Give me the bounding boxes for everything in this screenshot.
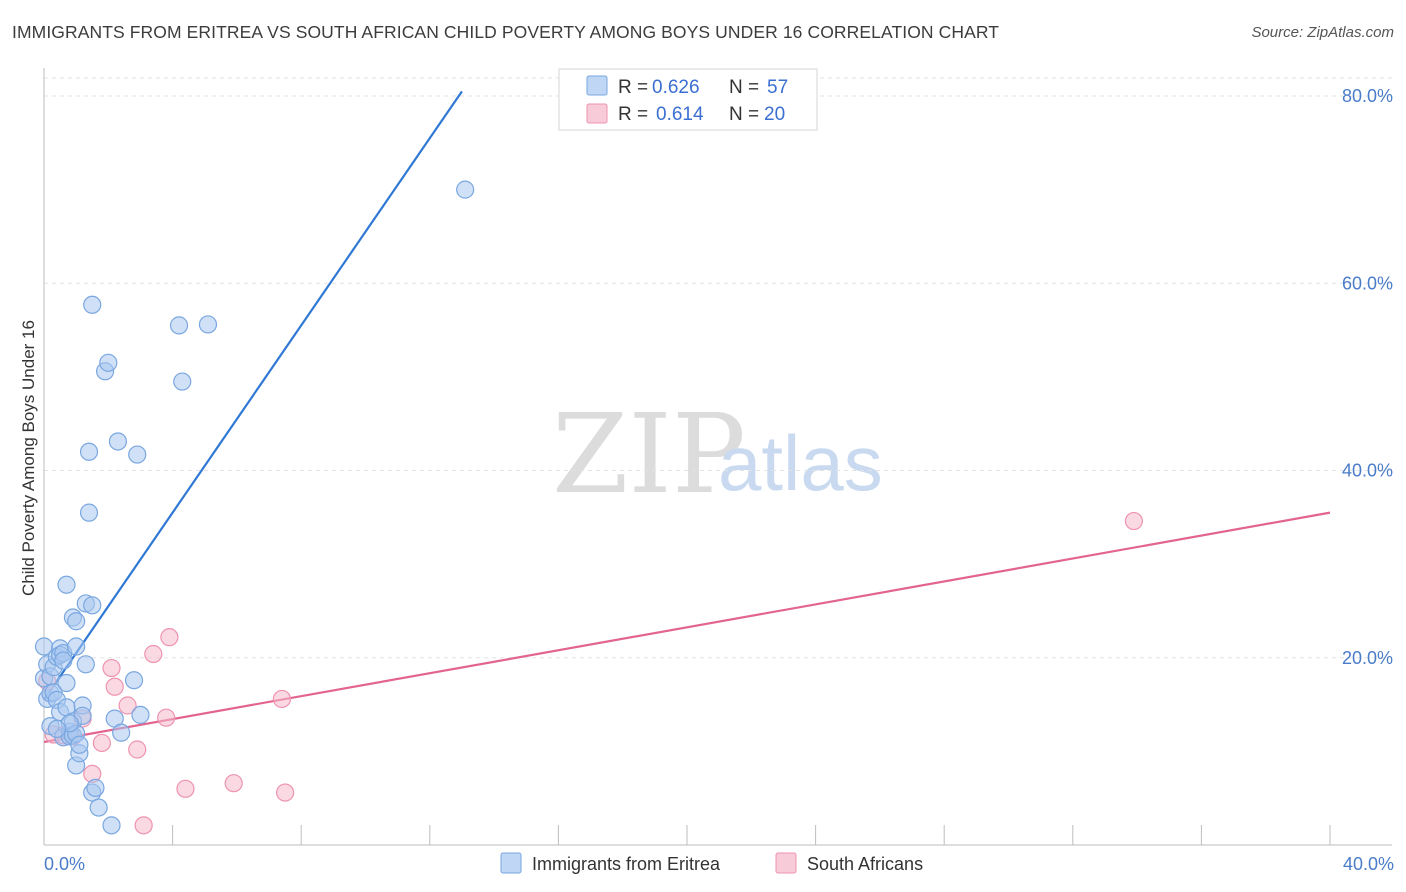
data-point-series-2-14 xyxy=(176,779,195,798)
data-point-series-2-15 xyxy=(224,774,243,793)
bottom-legend: Immigrants from Eritrea South Africans xyxy=(500,852,923,874)
trend-line-series-1 xyxy=(43,90,463,701)
data-point-series-1-40 xyxy=(86,778,105,797)
data-point-series-1-17 xyxy=(57,673,76,693)
data-point-series-1-56 xyxy=(47,719,66,739)
bottom-legend-label-south-africans: South Africans xyxy=(807,854,923,874)
watermark-atlas: atlas xyxy=(718,419,883,507)
data-point-series-2-8 xyxy=(118,696,137,715)
legend-r-value-1: 0.626 xyxy=(652,77,700,98)
x-tick-label-max: 40.0% xyxy=(1343,854,1394,874)
source-label: Source: ZipAtlas.com xyxy=(1251,24,1394,41)
chart-title: IMMIGRANTS FROM ERITREA VS SOUTH AFRICAN… xyxy=(12,22,1000,42)
axis-layer xyxy=(43,68,1392,846)
x-tick-label-min: 0.0% xyxy=(44,854,85,874)
data-point-series-2-5 xyxy=(92,733,111,753)
data-point-series-2-9 xyxy=(128,740,147,759)
legend-swatch-south-africans xyxy=(586,103,608,124)
legend-r-label-2: R = xyxy=(618,104,648,125)
data-point-series-2-10 xyxy=(134,816,153,835)
data-point-series-2-7 xyxy=(105,677,124,696)
data-point-series-1-18 xyxy=(57,575,76,594)
data-point-series-1-41 xyxy=(89,798,108,817)
data-point-series-1-30 xyxy=(70,735,89,754)
bottom-legend-swatch-eritrea xyxy=(500,852,522,874)
points-layer xyxy=(34,180,1143,835)
data-point-series-1-53 xyxy=(198,315,218,334)
data-point-series-1-37 xyxy=(83,596,102,615)
data-point-series-1-49 xyxy=(128,445,147,464)
legend-swatch-eritrea xyxy=(586,75,608,96)
grid-layer xyxy=(44,77,1392,659)
legend-n-value-2: 20 xyxy=(764,104,785,125)
data-point-series-1-52 xyxy=(173,372,192,391)
data-point-series-1-25 xyxy=(67,612,86,631)
y-tick-label-20: 20.0% xyxy=(1342,648,1393,668)
data-point-series-1-47 xyxy=(112,723,131,742)
data-point-series-2-6 xyxy=(102,658,121,678)
data-point-series-1-48 xyxy=(124,671,144,690)
data-point-series-2-12 xyxy=(157,708,176,727)
trend-line-series-2 xyxy=(43,511,1331,744)
data-point-series-2-17 xyxy=(276,783,295,802)
data-point-series-1-38 xyxy=(83,295,102,314)
bottom-legend-swatch-south-africans xyxy=(775,852,797,874)
legend-n-value-1: 57 xyxy=(767,77,788,98)
data-point-series-1-35 xyxy=(79,442,99,461)
watermark-zip: ZIP xyxy=(552,390,746,518)
data-point-series-1-43 xyxy=(99,353,118,372)
legend-r-value-2: 0.614 xyxy=(656,104,704,125)
trend-layer xyxy=(43,90,1331,744)
legend-r-label-1: R = xyxy=(618,77,648,98)
y-tick-label-60: 60.0% xyxy=(1342,273,1393,293)
data-point-series-1-15 xyxy=(54,651,73,670)
legend-n-label-1: N = xyxy=(729,77,759,98)
data-point-series-1-33 xyxy=(76,655,95,674)
y-tick-label-40: 40.0% xyxy=(1342,461,1393,481)
data-point-series-1-46 xyxy=(108,432,128,451)
legend-n-label-2: N = xyxy=(729,104,759,125)
data-point-series-1-50 xyxy=(131,705,150,724)
y-tick-label-80: 80.0% xyxy=(1342,86,1393,106)
legend-box: R = 0.626 N = 57 R = 0.614 N = 20 xyxy=(558,68,818,131)
y-axis-title: Child Poverty Among Boys Under 16 xyxy=(19,320,38,596)
bottom-legend-label-eritrea: Immigrants from Eritrea xyxy=(532,854,721,874)
data-point-series-1-44 xyxy=(102,816,121,835)
data-point-series-2-13 xyxy=(160,628,179,647)
data-point-series-2-18 xyxy=(1124,511,1143,531)
data-point-series-1-54 xyxy=(456,180,475,199)
data-point-series-1-36 xyxy=(79,503,99,522)
data-point-series-2-16 xyxy=(272,689,292,709)
data-point-series-1-26 xyxy=(67,637,86,656)
data-point-series-2-11 xyxy=(144,644,163,664)
data-point-series-1-51 xyxy=(169,316,189,335)
